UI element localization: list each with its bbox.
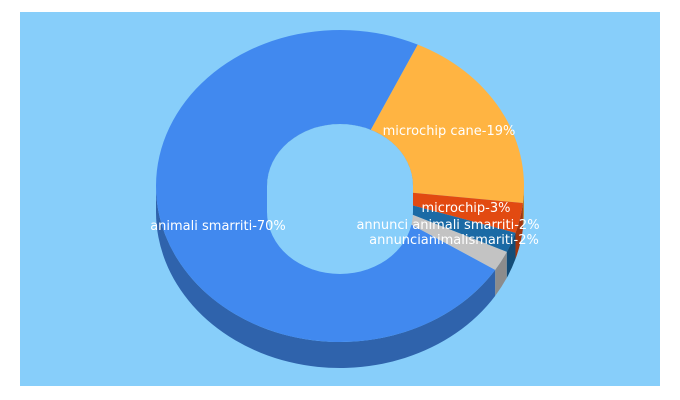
slice-2[interactable]: [409, 192, 523, 233]
donut-hole-lower: [267, 124, 413, 274]
slice-3[interactable]: [406, 204, 516, 252]
slice-0[interactable]: [156, 30, 496, 343]
slice-side-2: [515, 202, 523, 259]
slice-label-2: microchip-3%: [421, 201, 510, 216]
slice-side-1: [522, 186, 524, 229]
slice-side-4: [495, 251, 507, 296]
chart-panel: animali smarriti-70% microchip cane-19% mi…: [20, 12, 660, 386]
slice-4[interactable]: [401, 212, 507, 270]
slice-label-4: annuncianimalismariti-2%: [369, 233, 539, 248]
slice-side-0: [156, 186, 496, 368]
slice-label-0: animali smarriti-70%: [150, 219, 286, 234]
slice-label-3: annunci animali smarriti-2%: [356, 218, 539, 233]
slice-label-1: microchip cane-19%: [383, 124, 516, 139]
slice-side-3: [506, 232, 516, 278]
slice-1[interactable]: [370, 44, 524, 203]
